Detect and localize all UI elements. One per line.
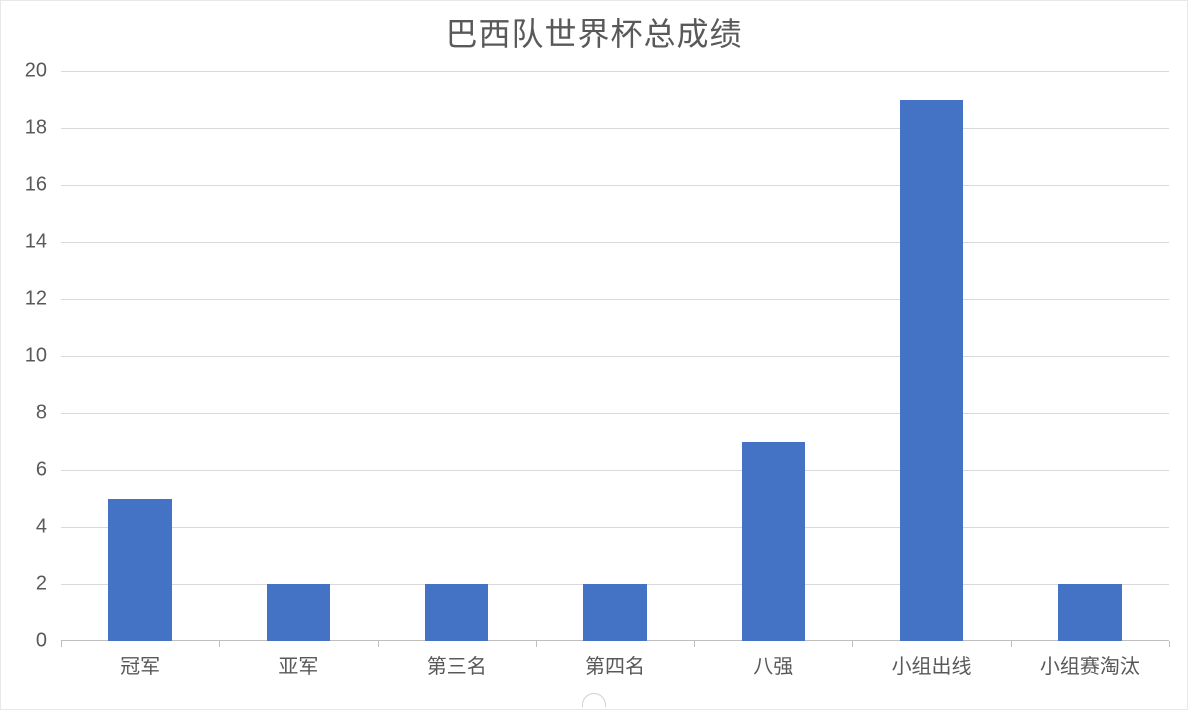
gridline bbox=[61, 356, 1169, 357]
x-tick-label: 小组赛淘汰 bbox=[1040, 650, 1140, 679]
x-tick-label: 小组出线 bbox=[892, 650, 972, 679]
x-tick-label: 八强 bbox=[753, 650, 793, 679]
bar bbox=[583, 584, 646, 641]
y-tick-label: 20 bbox=[25, 60, 47, 83]
decoration-arc bbox=[582, 693, 606, 707]
gridline bbox=[61, 128, 1169, 129]
bar bbox=[425, 584, 488, 641]
bar bbox=[900, 100, 963, 642]
gridline bbox=[61, 71, 1169, 72]
gridline bbox=[61, 470, 1169, 471]
y-tick-label: 4 bbox=[36, 516, 47, 539]
gridline bbox=[61, 413, 1169, 414]
gridline bbox=[61, 242, 1169, 243]
y-tick-label: 6 bbox=[36, 459, 47, 482]
bar bbox=[108, 499, 171, 642]
gridline bbox=[61, 527, 1169, 528]
plot-area bbox=[61, 71, 1169, 641]
y-tick-label: 0 bbox=[36, 630, 47, 653]
x-tick bbox=[1169, 641, 1170, 647]
y-tick-label: 16 bbox=[25, 174, 47, 197]
chart-title: 巴西队世界杯总成绩 bbox=[1, 9, 1187, 55]
y-axis-labels: 02468101214161820 bbox=[1, 71, 55, 641]
y-tick-label: 14 bbox=[25, 231, 47, 254]
bar bbox=[742, 442, 805, 642]
gridline bbox=[61, 299, 1169, 300]
y-tick-label: 8 bbox=[36, 402, 47, 425]
bar bbox=[267, 584, 330, 641]
gridline bbox=[61, 185, 1169, 186]
y-tick-label: 2 bbox=[36, 573, 47, 596]
x-tick-label: 第四名 bbox=[585, 650, 645, 679]
x-tick-label: 冠军 bbox=[120, 650, 160, 679]
y-tick-label: 10 bbox=[25, 345, 47, 368]
chart-container: 巴西队世界杯总成绩 0 2 4 6 8 10 12 14 16 18 20 冠军 亚军 第三名 第四名 八强… bbox=[0, 0, 1188, 710]
y-tick-label: 18 bbox=[25, 117, 47, 140]
x-tick-label: 第三名 bbox=[427, 650, 487, 679]
x-axis-labels: 冠军 亚军 第三名 第四名 八强 小组出线 小组赛淘汰 bbox=[61, 646, 1169, 686]
x-tick-label: 亚军 bbox=[278, 650, 318, 679]
bar bbox=[1058, 584, 1121, 641]
y-tick-label: 12 bbox=[25, 288, 47, 311]
